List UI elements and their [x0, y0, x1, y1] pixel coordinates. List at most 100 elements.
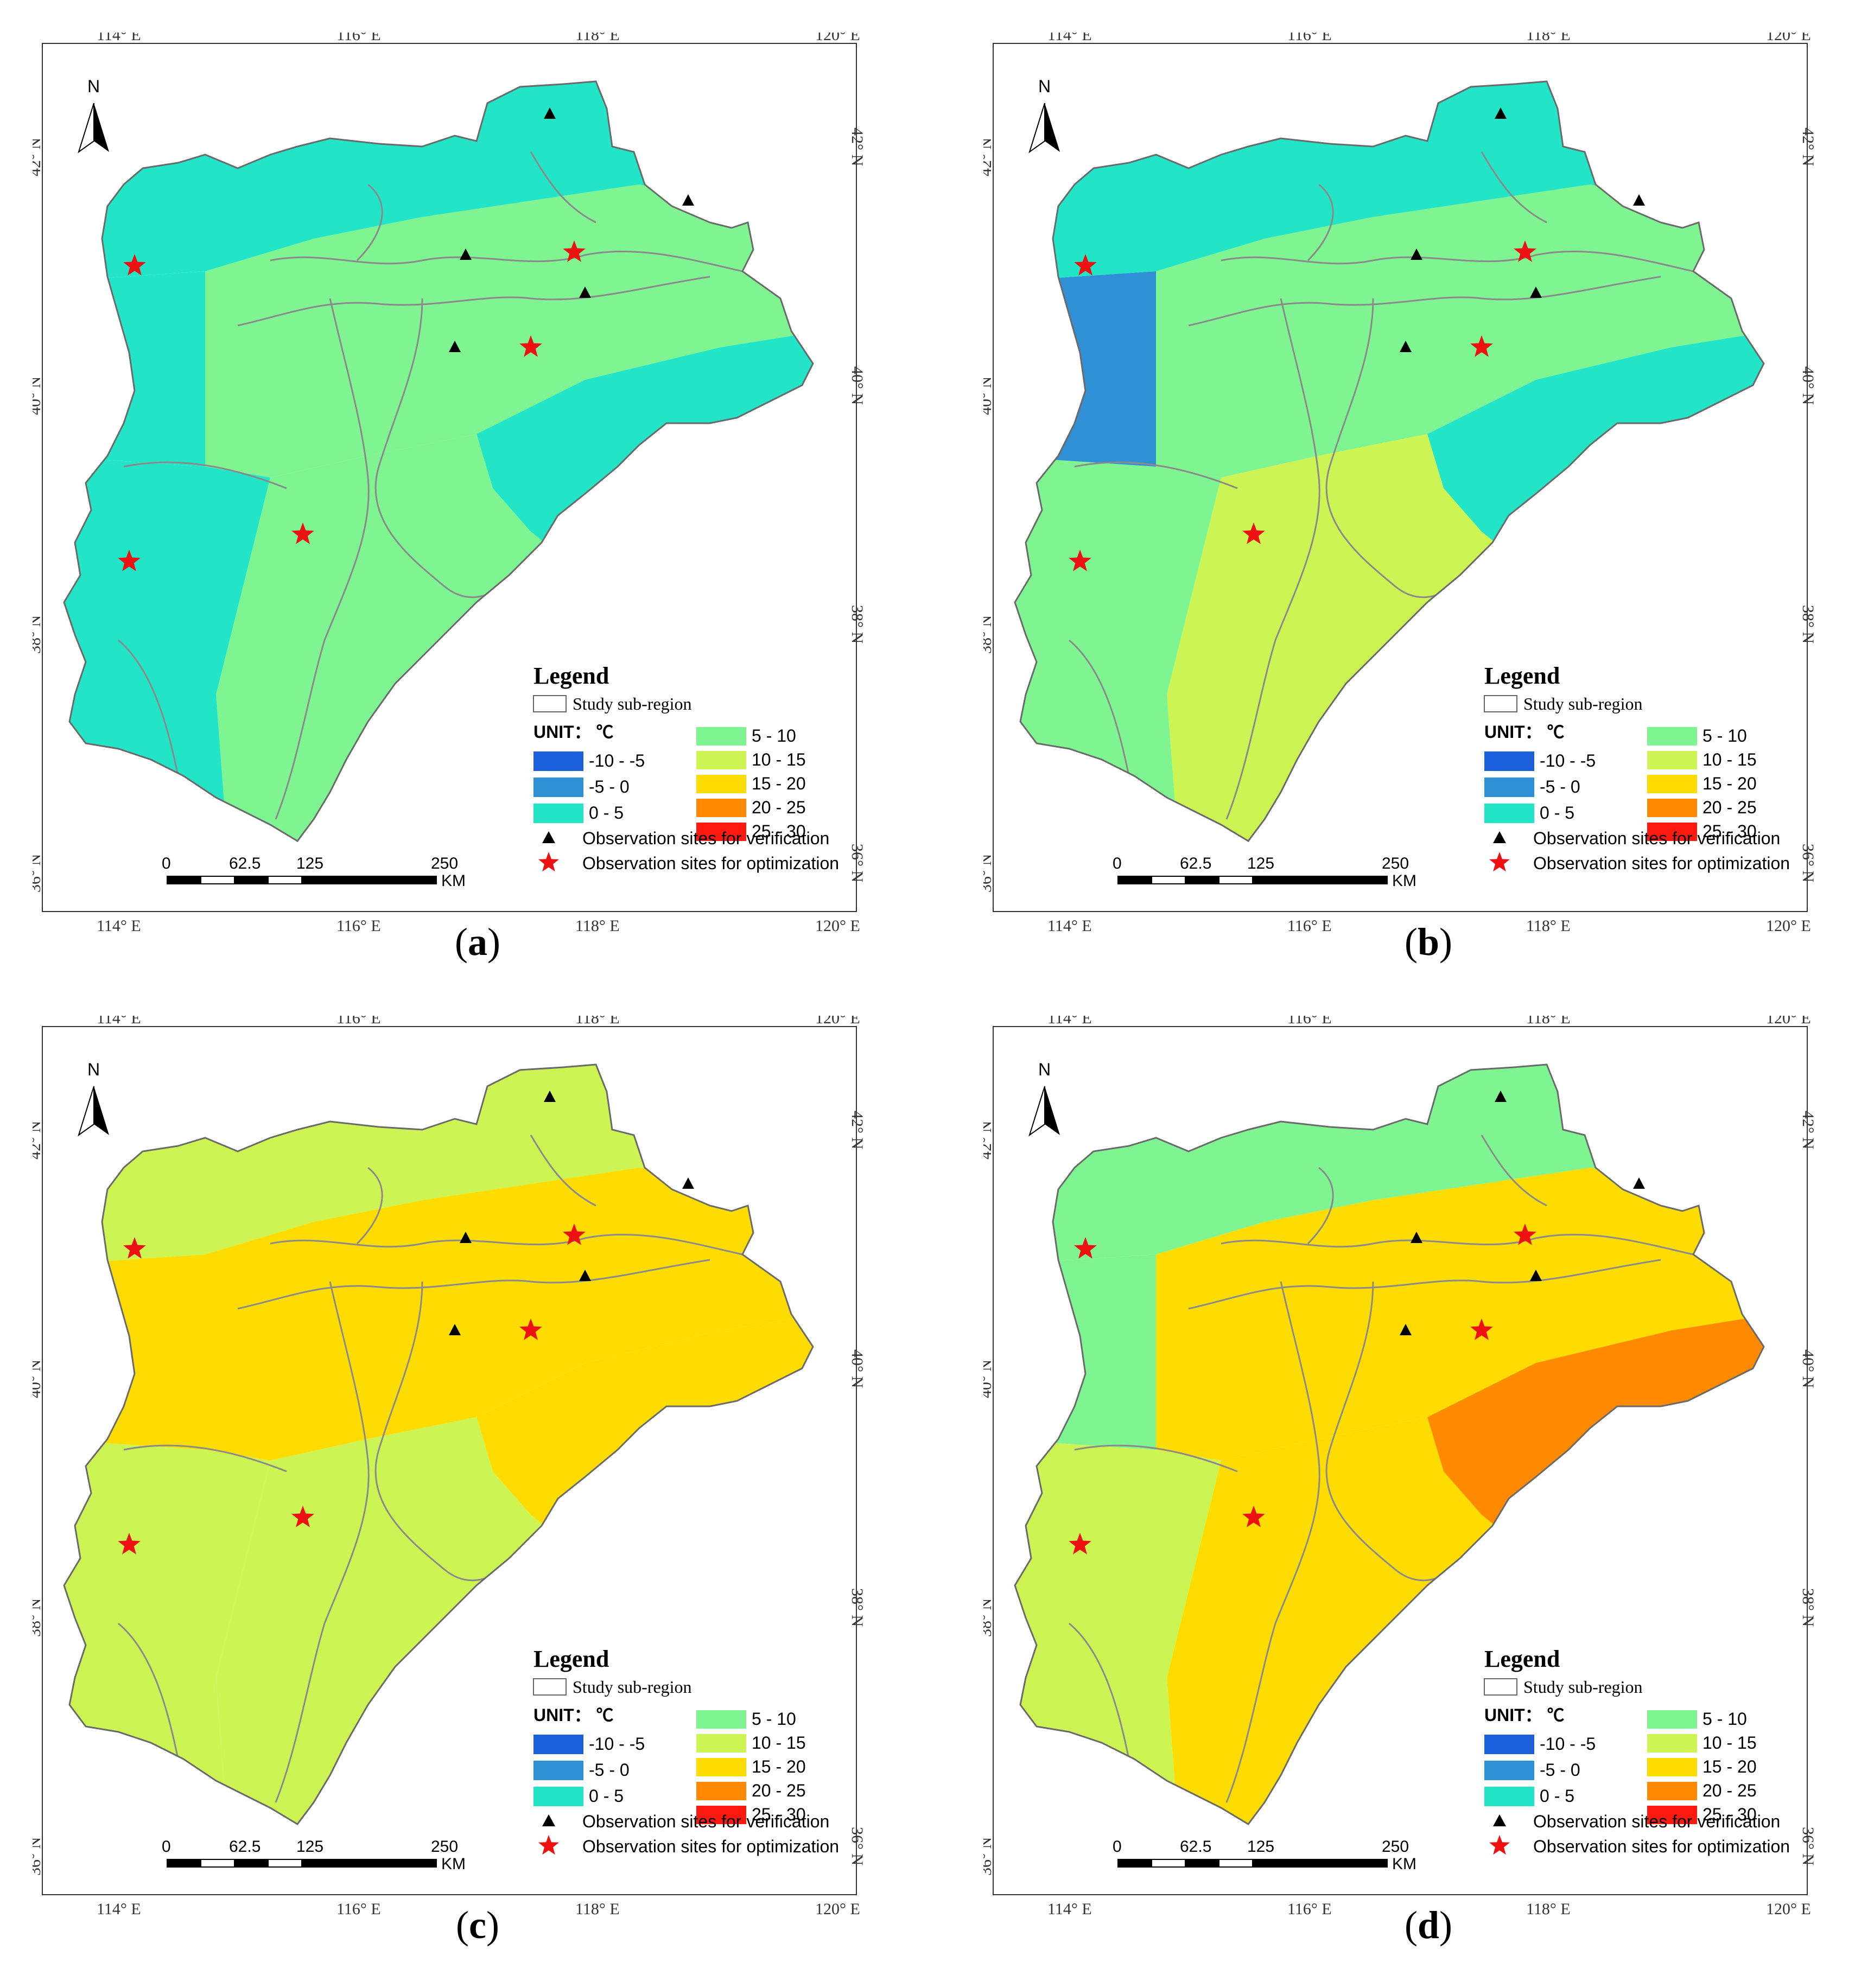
- svg-text:Legend: Legend: [1484, 1646, 1560, 1672]
- optimization-site: [563, 240, 586, 262]
- right-lat-label: 38° N: [1799, 605, 1817, 643]
- right-lat-label: 38° N: [848, 605, 866, 643]
- right-lat-label: 36° N: [1799, 1827, 1817, 1865]
- right-lat-label: 36° N: [848, 844, 866, 882]
- top-lon-label: 116° E: [1287, 33, 1332, 44]
- svg-text:Legend: Legend: [1484, 662, 1560, 689]
- optimization-site: [1242, 1506, 1265, 1527]
- top-lon-label: 120° E: [815, 1016, 860, 1027]
- left-lat-label: 36° N: [33, 854, 44, 893]
- optimization-site: [1069, 1533, 1091, 1554]
- svg-text:N: N: [87, 77, 100, 96]
- svg-text:0 - 5: 0 - 5: [589, 1786, 624, 1806]
- bottom-lon-label: 118° E: [1526, 1900, 1571, 1918]
- optimization-site: [1069, 550, 1091, 571]
- verification-site: [1411, 248, 1422, 260]
- optimization-site: [118, 550, 141, 571]
- top-lon-label: 116° E: [336, 33, 381, 44]
- verification-site: [1495, 107, 1507, 119]
- verification-site: [579, 1270, 591, 1281]
- right-lat-label: 36° N: [848, 1827, 866, 1865]
- left-lat-label: 36° N: [983, 1837, 995, 1876]
- legend: Legend Study sub-region UNIT： ℃ -10 - -5 -5 …: [533, 662, 839, 873]
- svg-text:125: 125: [1247, 855, 1274, 872]
- zone-central: [205, 1168, 813, 1461]
- svg-text:15 - 20: 15 - 20: [1702, 774, 1757, 793]
- svg-text:15 - 20: 15 - 20: [752, 774, 806, 793]
- verification-site: [682, 194, 694, 206]
- left-lat-label: 38° N: [33, 615, 44, 654]
- left-lat-label: 36° N: [33, 1837, 44, 1876]
- left-lat-label: 40° N: [33, 377, 44, 415]
- svg-text:-10 - -5: -10 - -5: [589, 1734, 645, 1754]
- left-lat-label: 40° N: [983, 377, 995, 415]
- panel-label-a: (a): [455, 920, 500, 964]
- verification-site: [1633, 194, 1645, 206]
- optimization-site: [1470, 1318, 1493, 1340]
- svg-text:0: 0: [162, 1838, 171, 1856]
- left-lat-label: 42° N: [33, 138, 44, 176]
- legend: Legend Study sub-region UNIT： ℃ -10 - -5 -5 …: [1484, 662, 1790, 873]
- north-arrow-icon: N: [1028, 77, 1060, 154]
- right-lat-label: 38° N: [848, 1588, 866, 1627]
- north-arrow-icon: N: [78, 77, 109, 154]
- svg-text:Observation sites for optimiza: Observation sites for optimization: [582, 853, 839, 873]
- svg-text:5 - 10: 5 - 10: [752, 1709, 796, 1729]
- north-arrow-icon: N: [1028, 1060, 1060, 1137]
- map-svg-b: 114° E 116° E 118° E 120° E 114° E 116° E 118°…: [983, 33, 1817, 935]
- left-lat-label: 40° N: [983, 1360, 995, 1398]
- svg-text:-5 - 0: -5 - 0: [1540, 777, 1580, 797]
- svg-text:Observation sites for optimiza: Observation sites for optimization: [582, 1837, 839, 1856]
- svg-text:KM: KM: [441, 872, 466, 890]
- panel-label-d: (d): [1404, 1903, 1452, 1947]
- left-lat-label: 42° N: [983, 138, 995, 176]
- right-lat-label: 42° N: [1799, 1111, 1817, 1149]
- map-panel-b: 114° E 116° E 118° E 120° E 114° E 116° E 118°…: [983, 33, 1855, 966]
- svg-text:0 - 5: 0 - 5: [1540, 803, 1574, 823]
- svg-text:Legend: Legend: [533, 1646, 609, 1672]
- left-lat-label: 36° N: [983, 854, 995, 893]
- verification-site: [579, 286, 591, 298]
- svg-text:0: 0: [1113, 855, 1122, 872]
- svg-text:-5 - 0: -5 - 0: [589, 777, 630, 797]
- verification-site: [449, 1324, 461, 1335]
- svg-text:62.5: 62.5: [1180, 855, 1211, 872]
- verification-site: [544, 1091, 556, 1102]
- optimization-site: [519, 335, 542, 357]
- svg-text:Study sub-region: Study sub-region: [573, 694, 692, 713]
- verification-site: [1530, 1270, 1542, 1281]
- svg-text:15 - 20: 15 - 20: [1702, 1757, 1757, 1776]
- map-svg-a: 114° E 116° E 118° E 120° E 114° E 116° E 118°…: [33, 33, 866, 935]
- svg-text:Observation sites for verifica: Observation sites for verification: [1533, 829, 1780, 848]
- svg-text:10 - 15: 10 - 15: [1702, 1733, 1757, 1753]
- svg-text:Observation sites for optimiza: Observation sites for optimization: [1533, 853, 1790, 873]
- svg-text:KM: KM: [1392, 1855, 1416, 1873]
- verification-site: [544, 107, 556, 119]
- verification-site: [1400, 1324, 1412, 1335]
- svg-text:UNIT： ℃: UNIT： ℃: [1484, 722, 1565, 742]
- verification-site: [1530, 286, 1542, 298]
- svg-text:-5 - 0: -5 - 0: [589, 1760, 630, 1780]
- top-lon-label: 120° E: [815, 33, 860, 44]
- svg-text:0: 0: [162, 855, 171, 872]
- svg-text:125: 125: [296, 1838, 323, 1856]
- left-lat-label: 38° N: [983, 1598, 995, 1637]
- north-arrow-icon: N: [78, 1060, 109, 1137]
- svg-text:-5 - 0: -5 - 0: [1540, 1760, 1580, 1780]
- bottom-lon-label: 116° E: [336, 917, 381, 935]
- optimization-site: [519, 1318, 542, 1340]
- top-lon-label: 114° E: [97, 33, 141, 44]
- left-lat-label: 38° N: [983, 615, 995, 654]
- map-svg-c: 114° E 116° E 118° E 120° E 114° E 116° E 118°…: [33, 1016, 866, 1918]
- top-lon-label: 116° E: [336, 1016, 381, 1027]
- optimization-site: [563, 1224, 586, 1245]
- right-lat-label: 40° N: [848, 1349, 866, 1388]
- verification-site: [460, 1232, 472, 1243]
- svg-text:N: N: [1038, 77, 1051, 96]
- bottom-lon-label: 116° E: [1287, 917, 1332, 935]
- optimization-site: [1074, 1237, 1097, 1259]
